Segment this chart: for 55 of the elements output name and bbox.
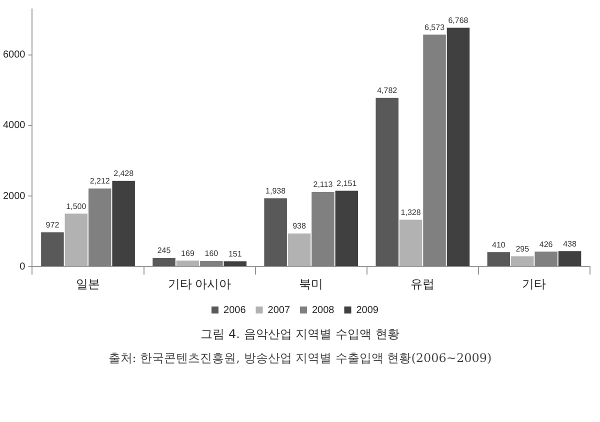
y-tick-label: 2000: [2, 190, 26, 202]
bar: [312, 192, 334, 266]
x-tick-label: 북미: [299, 277, 324, 292]
data-label: 2,212: [90, 176, 110, 186]
data-label: 2,151: [336, 178, 358, 188]
legend-label: 2008: [312, 304, 335, 316]
data-label: 169: [181, 248, 195, 258]
data-label: 6,768: [448, 16, 469, 25]
data-label: 1,500: [66, 202, 87, 211]
bar: [423, 34, 446, 266]
bar: [534, 252, 558, 266]
x-tick-label: 기타 아시아: [168, 277, 232, 292]
legend-label: 2009: [356, 304, 379, 316]
y-tick-label: 0: [20, 261, 26, 272]
data-label: 160: [204, 249, 219, 258]
x-tick-label: 일본: [76, 277, 100, 292]
y-tick-label: 4000: [2, 120, 26, 132]
bar: [224, 261, 247, 266]
bar: [41, 232, 64, 266]
data-label: 245: [157, 246, 172, 256]
bar: [399, 220, 422, 266]
data-label: 295: [516, 244, 530, 254]
bar: [64, 214, 88, 266]
data-label: 2,428: [114, 169, 134, 178]
bar: [335, 190, 358, 266]
bar: [487, 252, 510, 266]
bar: [88, 188, 112, 266]
text: 그림 4. 음악산업 지역별 수입액 현황: [200, 326, 400, 343]
data-label: 410: [492, 240, 506, 250]
data-label: 1,328: [400, 208, 422, 217]
data-label: 438: [563, 239, 577, 248]
bar: [446, 28, 470, 266]
legend-label: 2007: [268, 304, 290, 316]
data-label: 2,113: [313, 180, 334, 190]
x-tick-label: 기타: [522, 277, 546, 292]
source-note: 출처: 한국콘텐츠진흥원, 방송산업 지역별 수출입액 현황(2006~2009): [107, 350, 493, 367]
data-label: 426: [539, 240, 554, 249]
x-tick-label: 유럽: [410, 277, 435, 292]
data-label: 972: [46, 220, 60, 230]
data-label: 1,938: [266, 186, 286, 196]
data-label: 938: [292, 222, 306, 231]
bar: [112, 180, 135, 266]
data-label: 4,782: [377, 86, 398, 96]
data-label: 151: [228, 249, 242, 258]
bar: [558, 251, 582, 266]
y-tick-label: 6000: [2, 50, 26, 61]
bar: [376, 98, 398, 266]
bar: [510, 256, 534, 266]
bar: [200, 260, 223, 266]
bar: [264, 198, 287, 266]
bar: [152, 258, 176, 266]
bar: [176, 260, 200, 266]
legend-label: 2006: [224, 304, 246, 316]
bar: [288, 234, 311, 266]
data-label: 6,573: [424, 22, 446, 32]
